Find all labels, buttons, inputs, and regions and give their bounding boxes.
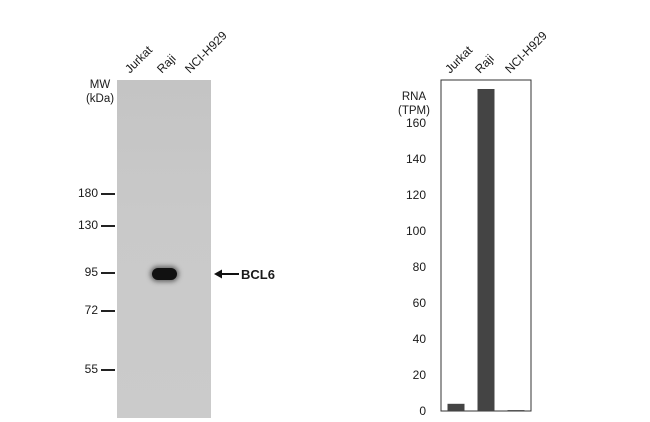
y-tick-label: 80 [413, 260, 427, 274]
y-tick-label: 100 [406, 224, 426, 238]
y-tick-label: 120 [406, 188, 426, 202]
category-label-jurkat: Jurkat [442, 43, 475, 76]
blot-image [117, 80, 211, 418]
marker-label-95: 95 [84, 265, 98, 279]
category-label-raji: Raji [472, 52, 497, 77]
bcl6-band [152, 268, 177, 280]
y-tick-label: 60 [413, 296, 427, 310]
rna-title-line1: RNA [401, 91, 427, 103]
marker-tick-95 [101, 272, 115, 274]
category-label-nci-h929: NCI-H929 [502, 28, 550, 76]
y-tick-label: 140 [406, 152, 426, 166]
marker-tick-180 [101, 193, 115, 195]
marker-tick-130 [101, 225, 115, 227]
y-tick-label: 20 [413, 368, 427, 382]
band-label-bcl6: BCL6 [241, 267, 275, 282]
marker-tick-55 [101, 369, 115, 371]
rna-title-line2: (TPM) [398, 105, 430, 117]
mw-title: MW (kDa) [74, 78, 126, 106]
mw-title-line2: (kDa) [85, 93, 115, 105]
marker-label-55: 55 [84, 362, 98, 376]
y-tick-label: 40 [413, 332, 427, 346]
bar-jurkat [447, 403, 465, 411]
bar-nci-h929 [507, 410, 525, 412]
rna-chart-title: RNA (TPM) [392, 90, 436, 118]
bar-raji [477, 88, 495, 411]
marker-label-130: 130 [77, 218, 98, 232]
y-tick-label: 0 [419, 404, 426, 418]
marker-tick-72 [101, 310, 115, 312]
marker-label-72: 72 [84, 303, 98, 317]
band-arrow-icon [214, 269, 239, 279]
mw-title-line1: MW [89, 79, 111, 91]
y-tick-label: 160 [406, 116, 426, 130]
marker-label-180: 180 [77, 186, 98, 200]
